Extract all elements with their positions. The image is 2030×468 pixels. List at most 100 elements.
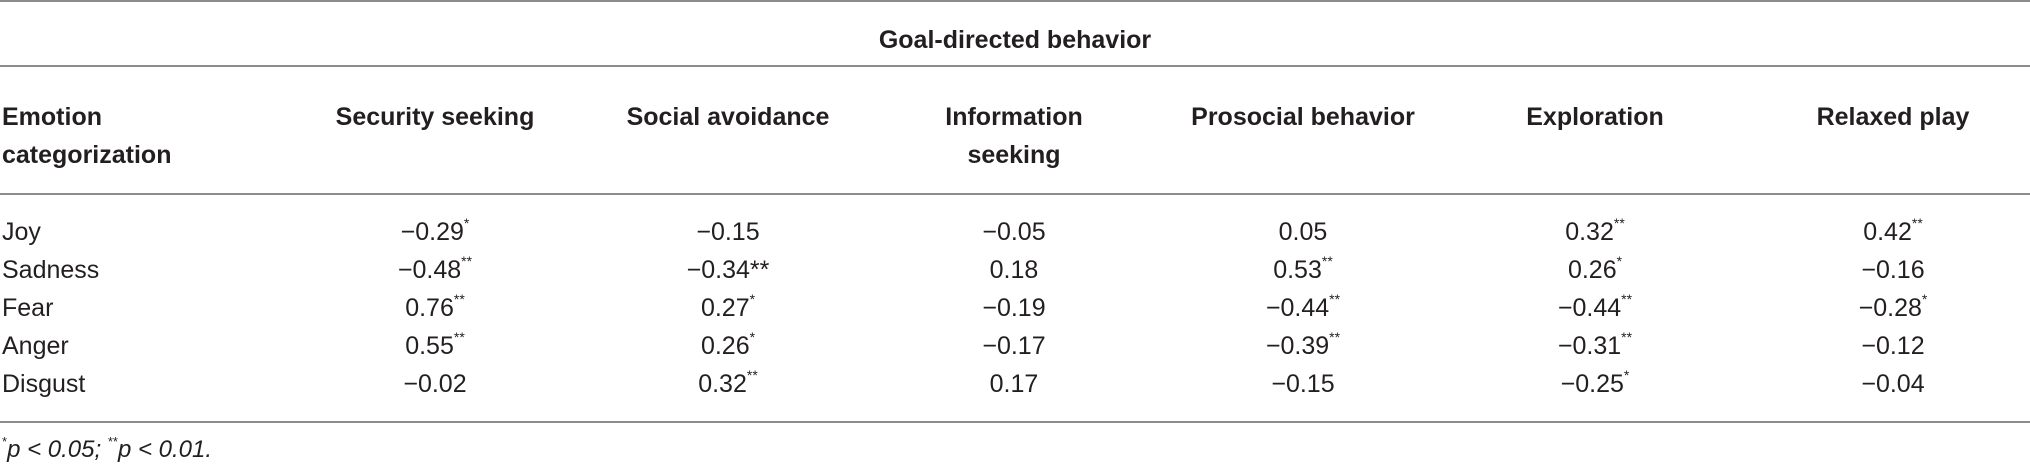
cell-value: −0.34**: [686, 256, 770, 284]
significance-marker: **: [453, 291, 465, 307]
cell-value: −0.28: [1858, 294, 1922, 322]
table-cell: 0.42**: [1753, 213, 2030, 251]
table-cell: −0.34**: [588, 251, 868, 289]
table-cell: −0.05: [874, 213, 1154, 251]
column-header-line1: Prosocial behavior: [1191, 103, 1415, 131]
column-header-line1: Relaxed play: [1816, 103, 1970, 131]
group-header: Goal-directed behavior: [878, 26, 1152, 54]
cell-value: −0.25: [1560, 370, 1624, 398]
cell-value: −0.04: [1861, 370, 1925, 398]
column-header: Prosocial behavior: [1163, 98, 1443, 136]
table-cell: −0.48**: [295, 251, 575, 289]
table-cell: 0.55**: [295, 327, 575, 365]
significance-marker: **: [1329, 329, 1341, 345]
cell-value: 0.42: [1863, 218, 1912, 246]
cell-value: −0.44: [1557, 294, 1622, 322]
row-header-line2: categorization: [2, 141, 172, 169]
significance-marker: **: [1911, 215, 1923, 231]
table-cell: 0.26*: [1455, 251, 1735, 289]
row-label: Anger: [2, 332, 69, 360]
significance-marker: **: [461, 253, 473, 269]
table-cell: −0.02: [295, 365, 575, 403]
column-header-line2: seeking: [967, 141, 1061, 169]
column-header: Exploration: [1455, 98, 1735, 136]
table-cell: 0.05: [1163, 213, 1443, 251]
table-cell: −0.04: [1753, 365, 2030, 403]
cell-value: 0.55: [405, 332, 454, 360]
cell-value: −0.44: [1265, 294, 1330, 322]
table-cell: −0.15: [588, 213, 868, 251]
table-cell: −0.25*: [1455, 365, 1735, 403]
significance-marker: *: [1623, 367, 1630, 383]
cell-value: −0.31: [1557, 332, 1622, 360]
significance-marker: *: [463, 215, 470, 231]
significance-marker: **: [453, 329, 465, 345]
table-footnote: *p < 0.05; **p < 0.01.: [2, 432, 212, 468]
cell-value: −0.17: [982, 332, 1046, 360]
cell-value: −0.16: [1861, 256, 1925, 284]
cell-value: 0.18: [989, 256, 1039, 284]
cell-value: −0.19: [982, 294, 1046, 322]
significance-marker: **: [746, 367, 758, 383]
table-cell: 0.53**: [1163, 251, 1443, 289]
column-header: Information seeking: [874, 98, 1154, 174]
cell-value: 0.32: [698, 370, 747, 398]
significance-marker: **: [1621, 329, 1633, 345]
table-cell: −0.16: [1753, 251, 2030, 289]
significance-marker: **: [1321, 253, 1333, 269]
cell-value: 0.32: [1565, 218, 1614, 246]
row-header-line1: Emotion: [2, 103, 102, 131]
significance-marker: *: [1921, 291, 1928, 307]
cell-value: −0.48: [397, 256, 462, 284]
significance-marker: **: [1621, 291, 1633, 307]
table-cell: 0.76**: [295, 289, 575, 327]
cell-value: 0.05: [1278, 218, 1328, 246]
table-cell: 0.26*: [588, 327, 868, 365]
row-label: Sadness: [2, 256, 100, 284]
footnote-text-2: p < 0.01.: [117, 436, 213, 463]
header-bottom-rule: [0, 193, 2030, 195]
table-cell: −0.19: [874, 289, 1154, 327]
footnote-text-1: p < 0.05;: [7, 436, 108, 463]
column-header: Security seeking: [295, 98, 575, 136]
significance-marker: *: [749, 291, 756, 307]
table-cell: 0.27*: [588, 289, 868, 327]
column-header-line1: Information: [945, 103, 1083, 131]
cell-value: −0.02: [403, 370, 467, 398]
cell-value: −0.39: [1265, 332, 1330, 360]
cell-value: −0.12: [1861, 332, 1925, 360]
table-top-rule: [0, 0, 2030, 2]
table-cell: −0.17: [874, 327, 1154, 365]
cell-value: −0.29: [400, 218, 464, 246]
cell-value: 0.76: [405, 294, 454, 322]
cell-value: 0.26: [700, 332, 750, 360]
column-header: Social avoidance: [588, 98, 868, 136]
column-header-line1: Security seeking: [335, 103, 535, 131]
cell-value: −0.15: [1271, 370, 1335, 398]
cell-value: 0.53: [1273, 256, 1322, 284]
footnote-star-1: *: [2, 434, 8, 449]
footnote-star-2: **: [107, 434, 118, 449]
table-cell: −0.29*: [295, 213, 575, 251]
table-cell: −0.31**: [1455, 327, 1735, 365]
row-label: Joy: [2, 218, 41, 246]
column-header: Relaxed play: [1753, 98, 2030, 136]
group-header-rule: [0, 65, 2030, 67]
row-header: Emotion categorization: [2, 98, 171, 174]
table-cell: −0.44**: [1163, 289, 1443, 327]
significance-marker: *: [749, 329, 756, 345]
row-label: Disgust: [2, 370, 86, 398]
cell-value: 0.26: [1567, 256, 1617, 284]
table-cell: 0.32**: [1455, 213, 1735, 251]
column-header-line1: Exploration: [1526, 103, 1664, 131]
significance-marker: **: [1613, 215, 1625, 231]
table-cell: −0.28*: [1753, 289, 2030, 327]
table-cell: 0.17: [874, 365, 1154, 403]
table-bottom-rule: [0, 421, 2030, 423]
table-cell: −0.15: [1163, 365, 1443, 403]
table-cell: 0.18: [874, 251, 1154, 289]
cell-value: −0.15: [696, 218, 760, 246]
table-cell: 0.32**: [588, 365, 868, 403]
cell-value: 0.27: [700, 294, 750, 322]
table-cell: −0.39**: [1163, 327, 1443, 365]
